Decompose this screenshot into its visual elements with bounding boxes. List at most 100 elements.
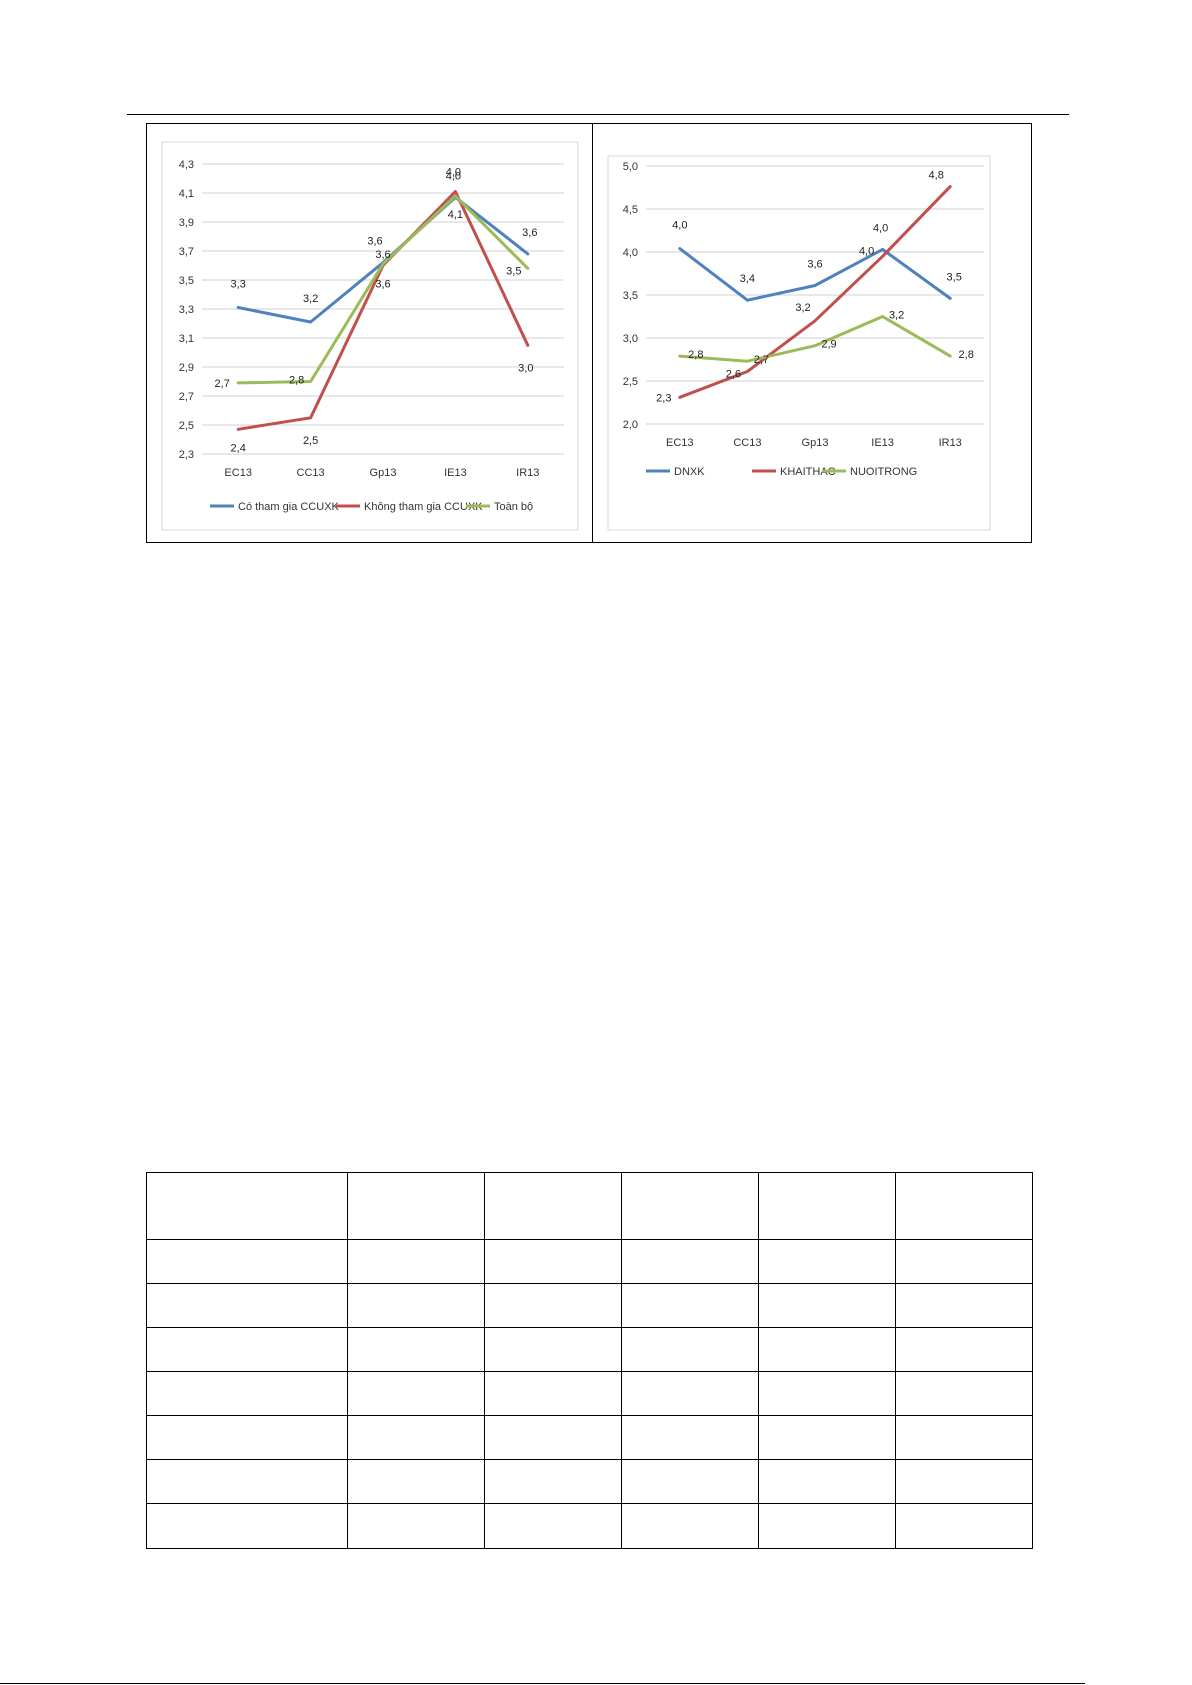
data-label: 2,6 [726,369,741,381]
y-tick-label: 3,5 [623,290,638,302]
legend-label: NUOITRONG [850,466,917,478]
table-cell [484,1283,622,1328]
table-row [146,1371,1033,1416]
table-cell [758,1283,896,1328]
data-label: 4,0 [446,170,461,182]
header-rule [127,114,1069,115]
y-tick-label: 2,9 [179,362,194,374]
chart-area [161,141,579,531]
table-row [146,1503,1033,1549]
table-cell [758,1371,896,1416]
table-cell [484,1172,622,1240]
data-label: 4,8 [929,170,944,182]
table-cell [895,1415,1033,1460]
table-cell [484,1327,622,1372]
table-cell [621,1327,759,1372]
y-tick-label: 4,3 [179,159,194,171]
data-label: 3,5 [947,271,962,283]
x-tick-label: Gp13 [802,437,829,449]
y-tick-label: 3,5 [179,275,194,287]
series-line-2 [678,185,952,399]
data-label: 4,1 [448,209,463,221]
table-cell [484,1503,622,1549]
table-cell [621,1239,759,1284]
legend-label: DNXK [674,466,705,478]
table-cell [484,1239,622,1284]
table-cell [347,1371,485,1416]
table-cell [895,1172,1033,1240]
data-label: 2,8 [688,349,703,361]
table-row [146,1283,1033,1328]
table-cell [758,1415,896,1460]
table-cell [895,1371,1033,1416]
x-tick-label: CC13 [733,437,761,449]
table-cell [895,1503,1033,1549]
table-cell [146,1172,348,1240]
y-tick-label: 3,9 [179,217,194,229]
y-tick-label: 2,7 [179,391,194,403]
table-cell [621,1415,759,1460]
series-line-1 [678,247,952,302]
x-tick-label: IE13 [871,437,894,449]
table-cell [484,1371,622,1416]
legend-label: Toàn bộ [494,501,533,513]
table-cell [895,1239,1033,1284]
table-row [146,1172,1033,1240]
table-cell [758,1239,896,1284]
data-label: 2,7 [215,378,230,390]
x-tick-label: IR13 [516,467,539,479]
table-cell [621,1283,759,1328]
data-label: 4,0 [859,245,874,257]
data-table [146,1172,1033,1549]
data-label: 3,5 [506,265,521,277]
table-cell [621,1503,759,1549]
x-tick-label: IR13 [939,437,962,449]
table-cell [347,1415,485,1460]
table-cell [758,1459,896,1504]
data-label: 3,4 [740,273,755,285]
series-line-3 [678,315,952,363]
table-cell [347,1172,485,1240]
y-tick-label: 2,3 [179,449,194,461]
data-label: 4,0 [672,220,687,232]
x-tick-label: IE13 [444,467,467,479]
data-label: 3,2 [889,310,904,322]
table-cell [146,1239,348,1284]
legend-label: KHAITHAC [780,466,836,478]
y-tick-label: 3,0 [623,333,638,345]
y-tick-label: 3,3 [179,304,194,316]
y-tick-label: 2,0 [623,419,638,431]
table-cell [146,1459,348,1504]
y-tick-label: 5,0 [623,161,638,173]
table-cell [347,1283,485,1328]
table-cell [146,1327,348,1372]
table-cell [146,1503,348,1549]
table-cell [347,1239,485,1284]
table-cell [758,1503,896,1549]
data-label: 3,6 [375,249,390,261]
table-cell [347,1327,485,1372]
data-label: 3,2 [303,293,318,305]
table-cell [621,1172,759,1240]
data-label: 2,8 [289,375,304,387]
y-tick-label: 4,5 [623,204,638,216]
table-cell [347,1459,485,1504]
legend-label: Có tham gia CCUXK [238,501,340,513]
table-cell [895,1327,1033,1372]
data-label: 4,0 [873,222,888,234]
y-tick-label: 2,5 [623,376,638,388]
table-cell [758,1172,896,1240]
data-label: 2,5 [303,435,318,447]
y-tick-label: 2,5 [179,420,194,432]
y-tick-label: 3,7 [179,246,194,258]
table-cell [621,1459,759,1504]
table-cell [895,1283,1033,1328]
data-label: 2,8 [959,349,974,361]
footer-rule [0,1683,1085,1684]
y-tick-label: 3,1 [179,333,194,345]
table-cell [758,1327,896,1372]
data-label: 3,0 [518,362,533,374]
table-row [146,1327,1033,1372]
series-line-3 [236,194,530,385]
data-label: 2,9 [821,339,836,351]
